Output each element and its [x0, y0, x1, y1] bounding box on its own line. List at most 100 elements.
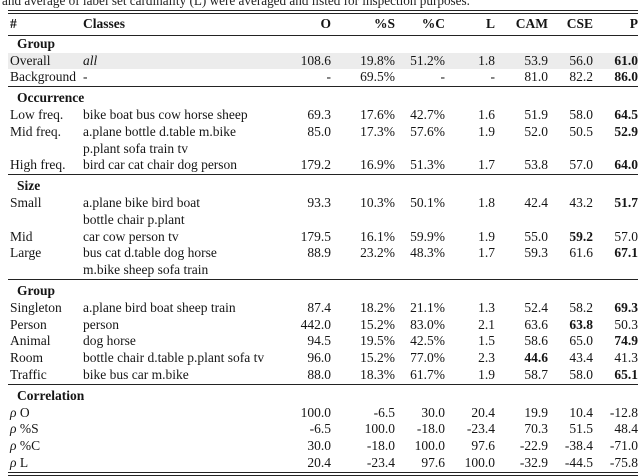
cell-pct-c: 42.7% — [410, 106, 445, 122]
cell-cam: 42.4 — [524, 194, 548, 210]
row-label: Background — [10, 69, 76, 85]
cell-pct-c: 100.0 — [414, 438, 445, 454]
row-label: ρ O — [10, 404, 30, 420]
section-rule-line — [8, 174, 638, 179]
table-row: High freq. bird car cat chair dog person 1… — [8, 157, 638, 174]
cell-pct-s: 17.3% — [360, 123, 395, 139]
cell-pct-s: 15.2% — [360, 316, 395, 332]
cell-cse: 43.4 — [569, 350, 593, 366]
cell-l: 1.3 — [478, 299, 495, 315]
cell-l: 1.9 — [478, 366, 495, 382]
cell-cam: 51.9 — [524, 106, 548, 122]
col-header-l: L — [445, 14, 495, 36]
cell-o: - — [326, 69, 332, 85]
cell-pct-s: 17.6% — [360, 106, 395, 122]
cell-cam: 19.9 — [524, 404, 548, 420]
row-classes: a.plane bike bird boat bottle chair p.pl… — [83, 194, 200, 227]
row-classes — [83, 438, 298, 455]
cell-l: - — [490, 69, 496, 85]
cell-p: 52.9 — [614, 123, 638, 139]
table-row: Large bus cat d.table dog horse m.bike sh… — [8, 245, 638, 279]
row-classes: bottle chair d.table p.plant sofa tv — [83, 350, 265, 366]
cell-cam: -22.9 — [519, 438, 548, 454]
cell-cam: 58.6 — [524, 333, 548, 349]
section-rule — [8, 86, 638, 91]
cell-pct-c: -18.0 — [416, 421, 445, 437]
cell-o: -6.5 — [309, 421, 331, 437]
cell-pct-s: -18.0 — [366, 438, 395, 454]
cell-pct-s: 15.2% — [360, 350, 395, 366]
cell-pct-s: 19.8% — [331, 52, 395, 70]
cell-cam: 63.6 — [524, 316, 548, 332]
row-label: ρ %S — [10, 421, 39, 437]
cell-cse: 61.6 — [569, 245, 593, 261]
cell-p: 74.9 — [614, 333, 638, 349]
cell-cam: 70.3 — [524, 421, 548, 437]
col-header-p: P — [593, 14, 638, 36]
header-row: # Classes O %S %C L CAM CSE P — [8, 14, 638, 36]
row-classes — [83, 405, 298, 422]
row-label: Person — [10, 316, 47, 332]
cell-pct-c: - — [440, 69, 446, 85]
cell-cse: 50.5 — [569, 123, 593, 139]
col-header-pct-s: %S — [331, 14, 395, 36]
cell-pct-c: 77.0% — [410, 350, 445, 366]
cell-pct-s: 18.3% — [360, 366, 395, 382]
cell-pct-s: 16.9% — [360, 157, 395, 173]
cell-pct-c: 83.0% — [410, 316, 445, 332]
table-row: ρ L 20.4 -23.4 97.6 100.0 -32.9 -44.5 -75.8 — [8, 455, 638, 472]
table-row: Background - -69.5% - -81.0 82.2 86.0 — [8, 69, 638, 86]
section-title: Correlation — [17, 387, 85, 403]
table-row: Mid car cow person tv 179.5 16.1% 59.9% 1.9 55… — [8, 229, 638, 246]
row-classes: a.plane bottle d.table m.bike p.plant so… — [83, 123, 236, 156]
row-label: Overall — [8, 52, 83, 70]
caption-text: and average of label set cardinality (L)… — [2, 0, 470, 8]
cell-cam: 81.0 — [524, 69, 548, 85]
cell-o: 179.2 — [300, 157, 331, 173]
cell-l: 100.0 — [464, 454, 495, 470]
cell-p: 61.0 — [593, 52, 638, 70]
col-header-hash: # — [8, 14, 83, 36]
cell-pct-s: 69.5% — [360, 69, 395, 85]
cell-pct-s: 23.2% — [360, 245, 395, 261]
table-row: ρ O 100.0 -6.5 30.0 20.4 19.9 10.4 -12.8 — [8, 405, 638, 422]
top-double-rule — [8, 10, 638, 14]
cell-cam: 44.6 — [524, 350, 548, 366]
cell-cse: -38.4 — [564, 438, 593, 454]
cell-p: 69.3 — [614, 299, 638, 315]
row-label: ρ L — [10, 454, 29, 470]
cell-l: -23.4 — [466, 421, 495, 437]
section-title: Group — [17, 282, 56, 298]
cell-o: 108.6 — [298, 52, 331, 70]
row-label: Low freq. — [10, 106, 64, 122]
cell-p: 57.0 — [614, 228, 638, 244]
col-header-cse: CSE — [548, 14, 593, 36]
section-title-row: Size — [8, 178, 638, 195]
cell-o: 85.0 — [307, 123, 331, 139]
table-row: Overall all 108.6 19.8% 51.2% 1.8 53.9 56.0 61.0 — [8, 52, 638, 70]
cell-p: 48.4 — [614, 421, 638, 437]
cell-o: 93.3 — [307, 194, 331, 210]
cell-pct-c: 61.7% — [410, 366, 445, 382]
rho-symbol: ρ — [10, 404, 17, 420]
rho-symbol: ρ — [10, 421, 17, 437]
cell-l: 20.4 — [471, 404, 495, 420]
cell-cse: 65.0 — [569, 333, 593, 349]
bottom-double-rule — [8, 471, 638, 476]
table-row: Singleton a.plane bird boat sheep train 87… — [8, 300, 638, 317]
cell-cse: 58.0 — [569, 366, 593, 382]
section-title-row: Group — [8, 35, 638, 52]
cell-p: 65.1 — [614, 366, 638, 382]
cell-o: 96.0 — [307, 350, 331, 366]
section-title-row: Occurrence — [8, 90, 638, 107]
table-body: Group Overall all 108.6 19.8% 51.2% 1.8 53.9 56.… — [8, 35, 638, 471]
cell-pct-c: 51.3% — [410, 157, 445, 173]
cell-l: 1.6 — [478, 106, 495, 122]
row-classes — [83, 455, 298, 472]
cell-o: 30.0 — [307, 438, 331, 454]
results-table: # Classes O %S %C L CAM CSE P Group Overall all 108… — [8, 14, 638, 472]
cell-l: 1.7 — [478, 245, 495, 261]
section-title-row: Group — [8, 283, 638, 300]
cell-pct-c: 59.9% — [410, 228, 445, 244]
cell-cam: 59.3 — [524, 245, 548, 261]
